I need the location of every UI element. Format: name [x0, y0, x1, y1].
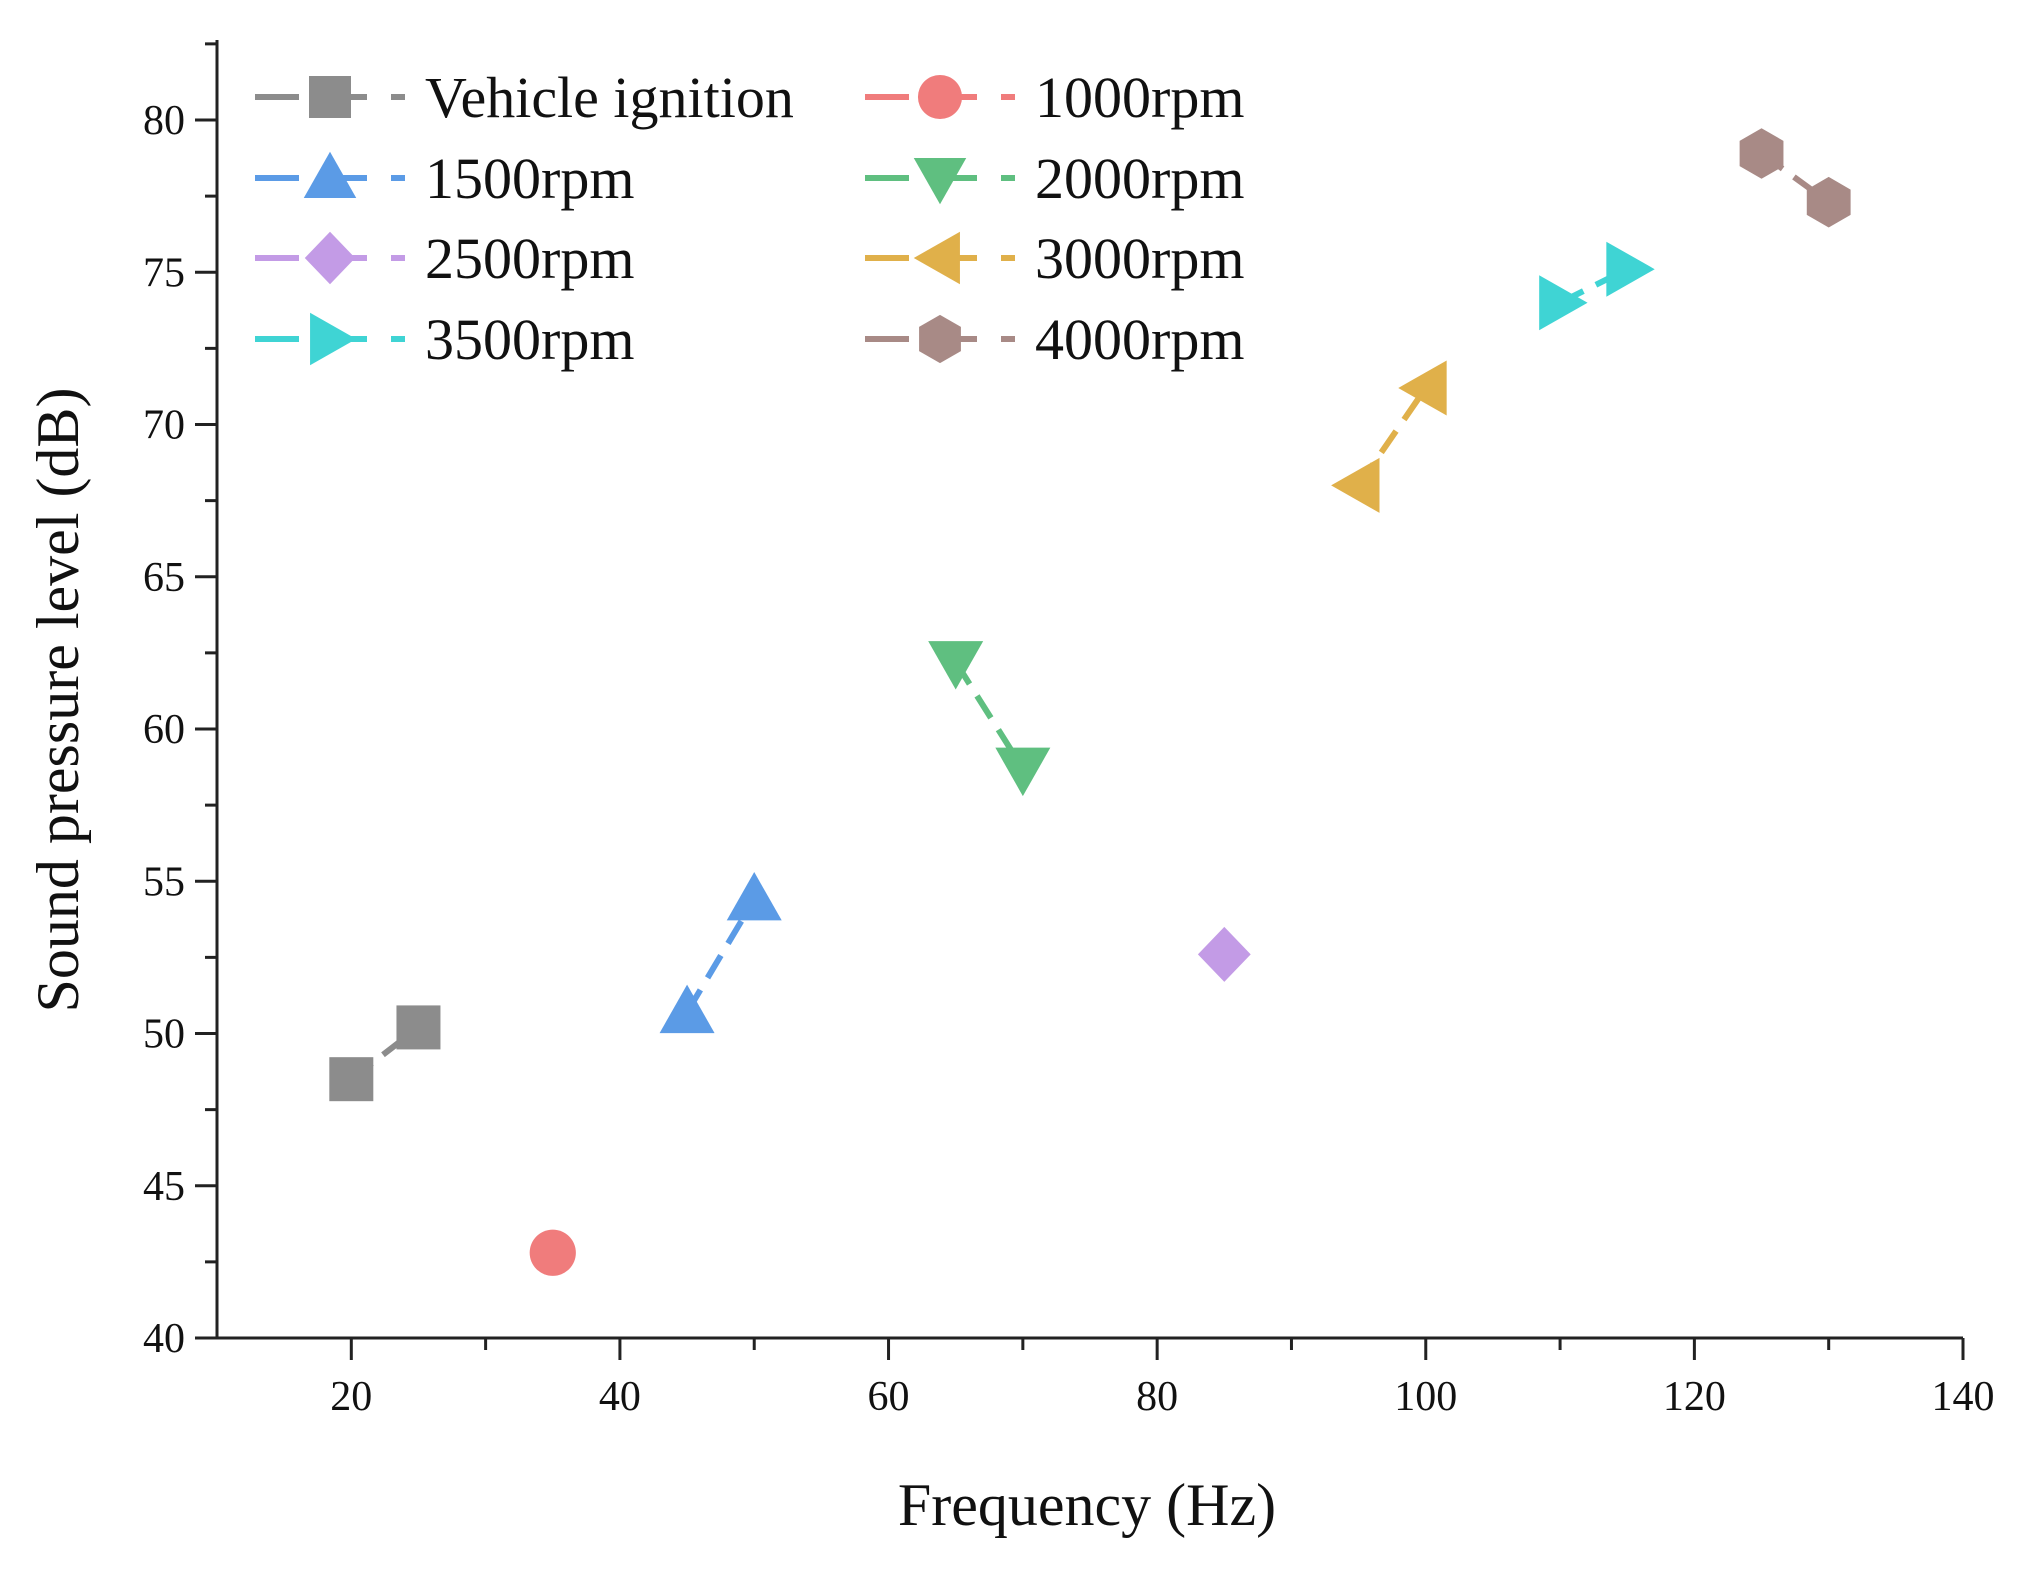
data-point [1197, 926, 1251, 982]
series-vehicle-ignition [329, 1005, 441, 1102]
data-point [1806, 176, 1851, 228]
data-point [726, 872, 782, 921]
x-axis-title: Frequency (Hz) [898, 1472, 1276, 1538]
series-1000rpm [529, 1229, 576, 1276]
legend-item: 1000rpm [865, 65, 1244, 130]
data-point [529, 1229, 576, 1276]
axes [195, 40, 1965, 1360]
data-point [995, 747, 1051, 797]
x-tick-label: 40 [599, 1374, 641, 1420]
legend-label: 1000rpm [1035, 65, 1244, 130]
legend-label: 2500rpm [425, 226, 634, 291]
legend-label: 3000rpm [1035, 226, 1244, 291]
series-3000rpm [1331, 360, 1447, 513]
y-tick-label: 40 [143, 1316, 185, 1362]
data-point [659, 984, 715, 1034]
legend-label: Vehicle ignition [425, 65, 794, 130]
series-4000rpm [1739, 128, 1851, 228]
legend-label: 1500rpm [425, 146, 634, 211]
legend-marker [917, 74, 963, 120]
data-point [1606, 241, 1655, 297]
x-tick-label: 20 [330, 1374, 372, 1420]
series-group [329, 128, 1851, 1276]
y-tick-label: 60 [143, 707, 185, 753]
data-point [928, 641, 984, 690]
legend-item: 4000rpm [865, 307, 1244, 372]
tick-labels: 20 40 60 80 100 120 140 40 45 50 55 60 65 70 75 80 [143, 98, 1995, 1420]
y-tick-label: 80 [143, 98, 185, 144]
data-point [396, 1005, 441, 1050]
data-point [1331, 457, 1380, 513]
y-tick-label: 70 [143, 403, 185, 449]
legend-label: 3500rpm [425, 307, 634, 372]
legend-marker [304, 231, 356, 285]
y-tick-label: 45 [143, 1164, 185, 1210]
legend-item: 3000rpm [865, 226, 1244, 291]
series-3500rpm [1539, 241, 1655, 331]
data-point [1739, 128, 1784, 179]
y-tick-label: 50 [143, 1012, 185, 1058]
legend-item: 3500rpm [255, 307, 634, 372]
data-point [329, 1057, 374, 1102]
legend-item: 1500rpm [255, 146, 634, 211]
series-2500rpm [1197, 926, 1251, 982]
legend-item: 2000rpm [865, 146, 1244, 211]
x-tick-label: 80 [1136, 1374, 1178, 1420]
data-point [1539, 275, 1588, 331]
legend-marker [303, 151, 357, 198]
x-tick-label: 60 [868, 1374, 910, 1420]
legend-marker [309, 76, 351, 118]
x-tick-label: 120 [1663, 1374, 1726, 1420]
x-tick-label: 140 [1932, 1374, 1995, 1420]
legend-label: 4000rpm [1035, 307, 1244, 372]
series-2000rpm [928, 641, 1051, 797]
series-line [684, 897, 757, 1014]
legend-marker [913, 231, 960, 285]
legend-marker [913, 158, 967, 205]
y-tick-label: 55 [143, 859, 185, 905]
legend-item: 2500rpm [255, 226, 634, 291]
y-axis-title: Sound pressure level (dB) [25, 388, 91, 1013]
data-point [1398, 360, 1447, 416]
legend-label: 2000rpm [1035, 146, 1244, 211]
legend-marker [919, 314, 961, 364]
y-tick-label: 65 [143, 555, 185, 601]
legend-item: Vehicle ignition [255, 65, 794, 130]
y-tick-label: 75 [143, 250, 185, 296]
series-1500rpm [659, 872, 782, 1034]
legend-marker [310, 312, 357, 366]
legend: Vehicle ignition 1000rpm 1500rpm 2000rpm 250… [255, 65, 1244, 372]
x-tick-label: 100 [1394, 1374, 1457, 1420]
